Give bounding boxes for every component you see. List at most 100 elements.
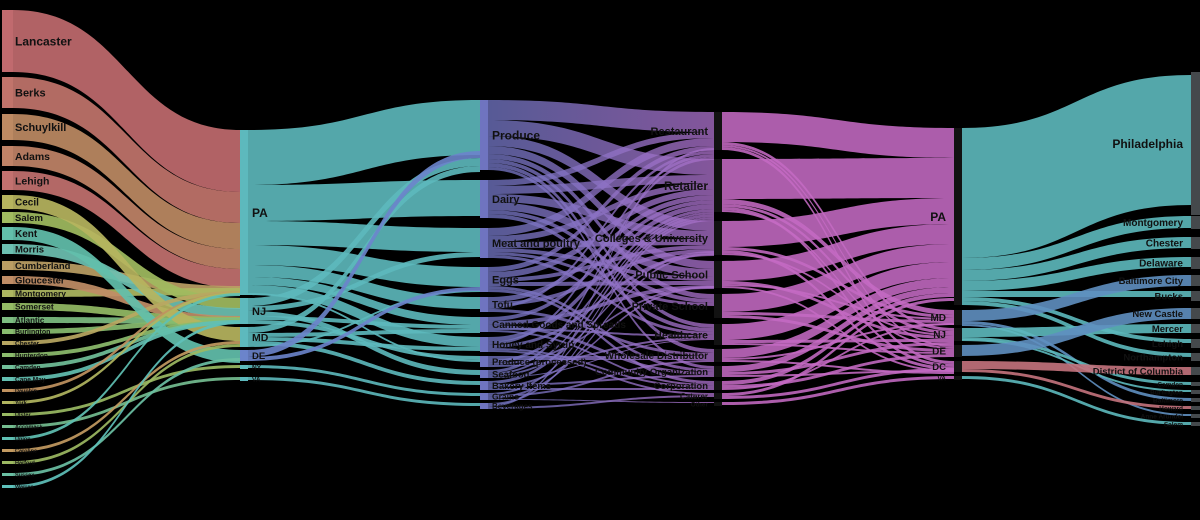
- node-dest-county-lehigh[interactable]: [1191, 339, 1200, 348]
- node-buyer-type-private-school[interactable]: [714, 294, 722, 318]
- node-buyer-type-other[interactable]: [714, 402, 722, 406]
- node-buyer-type-colleges-university[interactable]: [714, 221, 722, 255]
- node-origin-county-atlantic[interactable]: [2, 317, 13, 323]
- node-origin-county-cumberland[interactable]: [2, 261, 13, 270]
- node-dest-state-va[interactable]: [954, 376, 962, 380]
- node-buyer-type-healthcare[interactable]: [714, 324, 722, 345]
- flow-honey-and-syrup-to-corporation: [488, 348, 714, 388]
- node-origin-county-sussex[interactable]: [2, 473, 13, 476]
- flow-schuylkill-to-pa: [13, 114, 240, 249]
- node-origin-county-hunterdon[interactable]: [2, 353, 13, 357]
- node-origin-county-berks[interactable]: [2, 77, 13, 108]
- flow-community-organization-to-nj: [722, 342, 954, 375]
- node-dest-county-camden[interactable]: [1191, 382, 1200, 386]
- node-origin-county-cecil[interactable]: [2, 195, 13, 209]
- node-origin-county-york[interactable]: [2, 401, 13, 404]
- node-product-category-honey-and-syrup[interactable]: [480, 337, 488, 352]
- node-buyer-type-caterer[interactable]: [714, 393, 722, 399]
- node-product-category-grains[interactable]: [480, 393, 488, 400]
- node-origin-county-union[interactable]: [2, 437, 13, 440]
- flow-union-to-pa: [13, 293, 240, 440]
- node-origin-state-ny[interactable]: [240, 365, 248, 369]
- label-product-category-produce: Produce: [492, 128, 540, 142]
- flow-seafood-to-retailer: [488, 212, 714, 375]
- label-origin-county-cecil: Cecil: [15, 198, 39, 209]
- node-dest-state-pa[interactable]: [954, 128, 962, 305]
- label-dest-county-howard: Howard: [1159, 405, 1183, 412]
- node-origin-county-cape-may[interactable]: [2, 377, 13, 381]
- node-dest-state-dc[interactable]: [954, 361, 962, 372]
- node-origin-county-warren[interactable]: [2, 485, 13, 488]
- node-product-category-beverages[interactable]: [480, 403, 488, 409]
- node-origin-county-chester[interactable]: [2, 341, 13, 345]
- node-origin-county-caroline[interactable]: [2, 449, 13, 452]
- node-dest-county-chester[interactable]: [1191, 237, 1200, 249]
- node-product-category-eggs[interactable]: [480, 267, 488, 292]
- node-product-category-produce-processed[interactable]: [480, 356, 488, 367]
- node-dest-county-baltimore[interactable]: [1191, 398, 1200, 402]
- node-dest-state-md[interactable]: [954, 310, 962, 325]
- node-origin-county-montgomery[interactable]: [2, 290, 13, 297]
- node-dest-county-montgomery[interactable]: [1191, 216, 1200, 229]
- node-product-category-canned-goods-and-spreads[interactable]: [480, 317, 488, 332]
- node-dest-county-burlington[interactable]: [1191, 390, 1200, 394]
- node-dest-state-de[interactable]: [954, 345, 962, 357]
- flow-warren-to-nj: [13, 321, 240, 488]
- label-dest-state-de: DE: [932, 347, 946, 358]
- node-origin-county-kent[interactable]: [2, 227, 13, 240]
- node-dest-county-delaware[interactable]: [1191, 257, 1200, 269]
- node-origin-county-adams[interactable]: [2, 146, 13, 166]
- node-origin-state-pa[interactable]: [240, 130, 248, 295]
- node-origin-county-salem[interactable]: [2, 212, 13, 223]
- flow-colleges-university-to-pa: [722, 198, 954, 247]
- node-origin-county-dauphin[interactable]: [2, 389, 13, 392]
- node-dest-county-bucks[interactable]: [1191, 291, 1200, 301]
- node-buyer-type-wholesale-distributor[interactable]: [714, 349, 722, 362]
- node-origin-county-ulster[interactable]: [2, 413, 13, 416]
- node-origin-county-schuylkill[interactable]: [2, 114, 13, 140]
- node-origin-state-de[interactable]: [240, 350, 248, 361]
- node-origin-county-somerset[interactable]: [2, 303, 13, 310]
- node-origin-county-accomack[interactable]: [2, 425, 13, 428]
- node-buyer-type-corporation[interactable]: [714, 381, 722, 390]
- label-dest-county-mercer: Mercer: [1152, 324, 1183, 335]
- node-product-category-produce[interactable]: [480, 100, 488, 170]
- node-origin-county-gloucester[interactable]: [2, 276, 13, 284]
- node-product-category-dairy[interactable]: [480, 180, 488, 218]
- node-dest-county-district-of-columbia[interactable]: [1191, 367, 1200, 375]
- flow-eggs-to-community-organization: [488, 286, 714, 372]
- node-dest-state-nj[interactable]: [954, 328, 962, 341]
- node-origin-state-md[interactable]: [240, 327, 248, 347]
- node-buyer-type-restaurant[interactable]: [714, 112, 722, 150]
- node-buyer-type-retailer[interactable]: [714, 159, 722, 212]
- node-origin-county-morris[interactable]: [2, 244, 13, 254]
- node-product-category-tofu[interactable]: [480, 297, 488, 312]
- node-product-category-meat-and-poultry[interactable]: [480, 228, 488, 258]
- node-origin-county-harford[interactable]: [2, 461, 13, 464]
- node-origin-county-burlington[interactable]: [2, 329, 13, 334]
- node-dest-county-mercer[interactable]: [1191, 324, 1200, 333]
- node-dest-county-howard[interactable]: [1191, 406, 1200, 410]
- node-origin-county-camden[interactable]: [2, 365, 13, 369]
- node-buyer-type-community-organization[interactable]: [714, 366, 722, 377]
- flow-grains-to-retailer: [488, 217, 714, 395]
- node-product-category-bakery-items[interactable]: [480, 381, 488, 390]
- node-dest-county-salem[interactable]: [1191, 422, 1200, 426]
- node-dest-county-new-castle[interactable]: [1191, 308, 1200, 319]
- node-buyer-type-public-school[interactable]: [714, 261, 722, 288]
- flow-lancaster-to-pa: [13, 10, 240, 192]
- node-origin-county-lancaster[interactable]: [2, 10, 13, 72]
- flow-public-school-to-pa: [722, 224, 954, 281]
- flow-restaurant-to-pa: [722, 112, 954, 158]
- node-origin-state-nj[interactable]: [240, 298, 248, 324]
- label-product-category-produce-processed: Produce (processed): [492, 357, 587, 368]
- node-dest-county-anne-arundel[interactable]: [1191, 414, 1200, 418]
- flow-wholesale-distributor-to-dc: [722, 360, 954, 374]
- node-dest-county-baltimore-city[interactable]: [1191, 275, 1200, 286]
- node-product-category-seafood[interactable]: [480, 370, 488, 378]
- node-dest-county-northampton[interactable]: [1191, 353, 1200, 361]
- node-origin-county-lehigh[interactable]: [2, 171, 13, 190]
- node-dest-county-philadelphia[interactable]: [1191, 72, 1200, 215]
- flow-morris-to-nj: [13, 244, 240, 318]
- node-origin-state-va[interactable]: [240, 377, 248, 381]
